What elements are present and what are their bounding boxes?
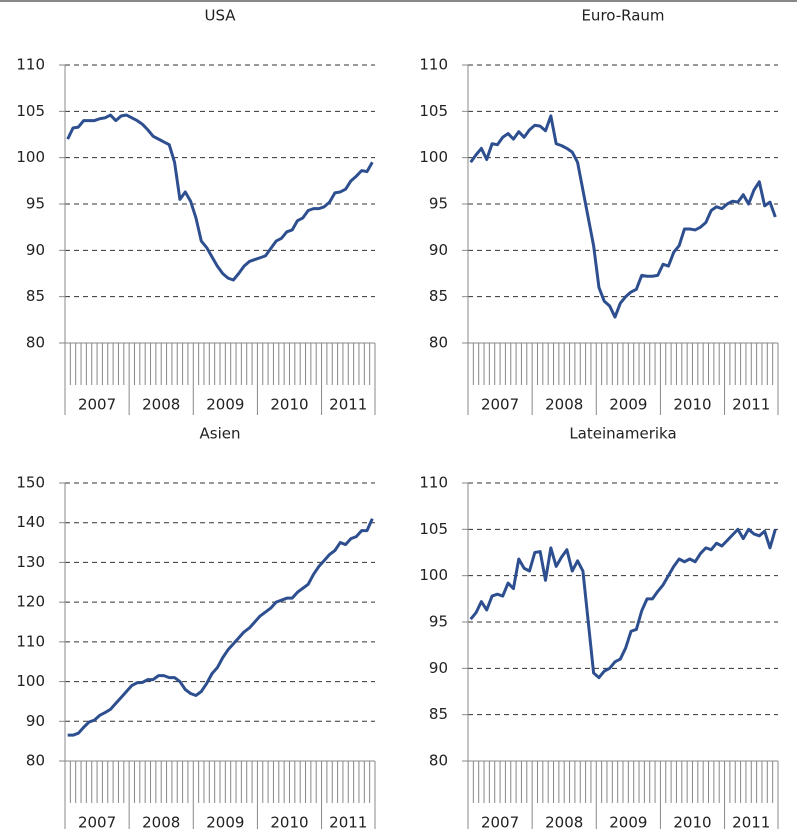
y-tick-label: 100: [419, 148, 448, 166]
y-tick-label: 100: [419, 566, 448, 584]
data-line: [469, 114, 777, 319]
y-tick-label: 90: [429, 659, 448, 677]
data-line: [469, 527, 777, 680]
x-group-label: 2009: [609, 396, 647, 414]
x-group-label: 2009: [206, 814, 244, 829]
x-group-label: 2011: [329, 396, 367, 414]
y-tick-label: 140: [16, 513, 45, 531]
y-tick-label: 130: [16, 553, 45, 571]
y-tick-label: 80: [26, 334, 45, 352]
x-group-label: 2008: [142, 396, 180, 414]
y-tick-label: 90: [26, 712, 45, 730]
x-group-label: 2010: [673, 396, 711, 414]
chart-title: Asien: [200, 425, 241, 443]
x-group-label: 2010: [673, 814, 711, 829]
x-group-label: 2007: [78, 396, 116, 414]
x-group-label: 2011: [732, 814, 770, 829]
y-tick-label: 90: [26, 241, 45, 259]
y-tick-label: 120: [16, 593, 45, 611]
x-group-label: 2010: [270, 814, 308, 829]
x-group-label: 2007: [481, 396, 519, 414]
y-tick-label: 105: [16, 102, 45, 120]
x-group-label: 2007: [481, 814, 519, 829]
y-tick-label: 85: [429, 287, 448, 305]
x-group-label: 2008: [545, 814, 583, 829]
x-group-label: 2007: [78, 814, 116, 829]
x-group-label: 2009: [609, 814, 647, 829]
y-tick-label: 80: [429, 334, 448, 352]
y-tick-label: 85: [26, 287, 45, 305]
data-line: [66, 113, 374, 282]
top-rule: [0, 0, 797, 2]
x-group-label: 2009: [206, 396, 244, 414]
chart-title: USA: [204, 7, 236, 25]
y-tick-label: 105: [419, 520, 448, 538]
x-group-label: 2010: [270, 396, 308, 414]
y-tick-label: 80: [429, 752, 448, 770]
y-tick-label: 150: [16, 474, 45, 492]
x-group-label: 2008: [142, 814, 180, 829]
x-group-label: 2008: [545, 396, 583, 414]
chart-title: Euro-Raum: [581, 7, 664, 25]
y-tick-label: 80: [26, 752, 45, 770]
y-tick-label: 100: [16, 148, 45, 166]
y-tick-label: 110: [16, 56, 45, 74]
y-tick-label: 90: [429, 241, 448, 259]
y-tick-label: 110: [16, 632, 45, 650]
x-group-label: 2011: [732, 396, 770, 414]
chart-title: Lateinamerika: [569, 425, 676, 443]
y-tick-label: 110: [419, 56, 448, 74]
y-tick-label: 110: [419, 474, 448, 492]
y-tick-label: 95: [26, 195, 45, 213]
y-tick-label: 95: [429, 195, 448, 213]
x-group-label: 2011: [329, 814, 367, 829]
y-tick-label: 105: [419, 102, 448, 120]
data-line: [67, 518, 374, 737]
y-tick-label: 85: [429, 705, 448, 723]
y-tick-label: 95: [429, 613, 448, 631]
y-tick-label: 100: [16, 672, 45, 690]
